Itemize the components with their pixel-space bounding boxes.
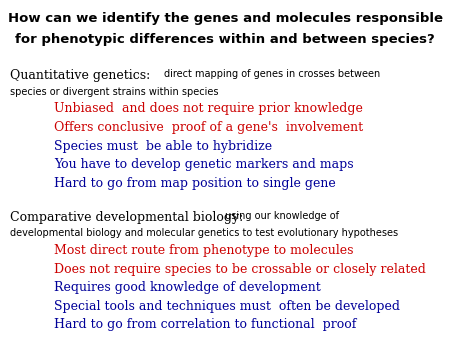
Text: How can we identify the genes and molecules responsible: How can we identify the genes and molecu… xyxy=(8,12,442,25)
Text: Hard to go from correlation to functional  proof: Hard to go from correlation to functiona… xyxy=(54,318,356,331)
Text: Requires good knowledge of development: Requires good knowledge of development xyxy=(54,281,321,294)
Text: species or divergent strains within species: species or divergent strains within spec… xyxy=(10,87,218,97)
Text: for phenotypic differences within and between species?: for phenotypic differences within and be… xyxy=(15,33,435,46)
Text: using our knowledge of: using our knowledge of xyxy=(225,211,339,221)
Text: direct mapping of genes in crosses between: direct mapping of genes in crosses betwe… xyxy=(164,69,381,79)
Text: Most direct route from phenotype to molecules: Most direct route from phenotype to mole… xyxy=(54,244,354,257)
Text: developmental biology and molecular genetics to test evolutionary hypotheses: developmental biology and molecular gene… xyxy=(10,228,398,238)
Text: Hard to go from map position to single gene: Hard to go from map position to single g… xyxy=(54,177,336,190)
Text: Does not require species to be crossable or closely related: Does not require species to be crossable… xyxy=(54,263,426,275)
Text: Unbiased  and does not require prior knowledge: Unbiased and does not require prior know… xyxy=(54,102,363,115)
Text: Comparative developmental biology:: Comparative developmental biology: xyxy=(10,211,243,223)
Text: Offers conclusive  proof of a gene's  involvement: Offers conclusive proof of a gene's invo… xyxy=(54,121,363,134)
Text: Special tools and techniques must  often be developed: Special tools and techniques must often … xyxy=(54,300,400,313)
Text: You have to develop genetic markers and maps: You have to develop genetic markers and … xyxy=(54,158,354,171)
Text: Quantitative genetics:: Quantitative genetics: xyxy=(10,69,150,82)
Text: Species must  be able to hybridize: Species must be able to hybridize xyxy=(54,140,272,152)
